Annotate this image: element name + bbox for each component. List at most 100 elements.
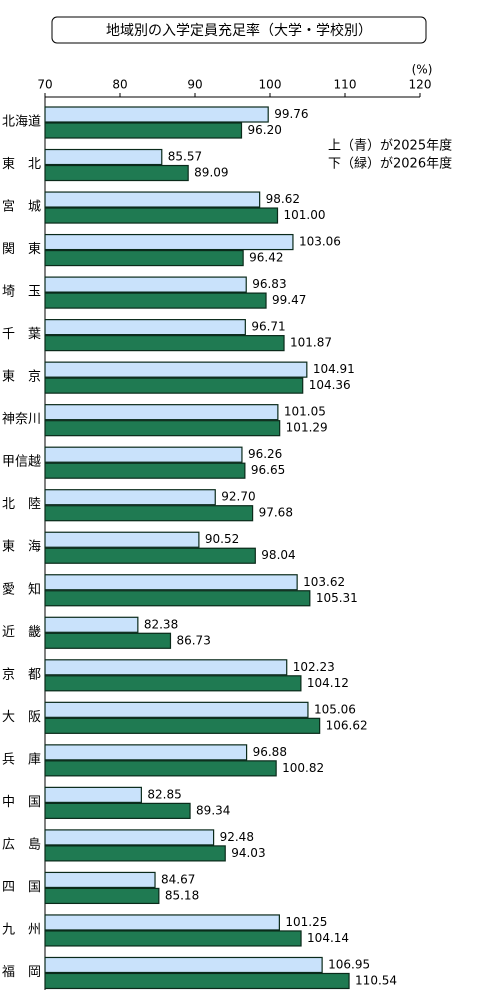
x-tick-label: 120 (409, 78, 432, 92)
value-label: 96.42 (249, 251, 283, 265)
value-label: 96.88 (253, 745, 287, 759)
y-tick-label: 東 海 (2, 539, 41, 555)
y-tick-label: 東 北 (2, 156, 41, 172)
bar (44, 717, 321, 734)
bar (44, 319, 246, 336)
value-label: 99.47 (272, 293, 306, 307)
y-tick-label: 広 島 (2, 837, 41, 852)
bar (44, 420, 281, 437)
value-label: 82.85 (147, 787, 181, 801)
y-tick-label: 宮 城 (2, 199, 41, 215)
bar (44, 377, 304, 394)
unit-label: (%) (412, 63, 433, 77)
value-label: 86.73 (176, 633, 210, 647)
value-label: 104.14 (307, 931, 349, 945)
value-label: 104.12 (307, 676, 349, 690)
value-label: 101.25 (285, 915, 327, 929)
y-tick-label: 兵 庫 (2, 752, 41, 767)
value-label: 96.20 (248, 123, 282, 137)
value-label: 104.36 (309, 378, 351, 392)
bar (44, 701, 309, 718)
value-label: 92.48 (220, 830, 254, 844)
bar (44, 744, 248, 761)
bar (44, 462, 246, 479)
bar (44, 207, 279, 224)
y-tick-label: 千 葉 (2, 327, 41, 342)
value-label: 98.04 (261, 548, 295, 562)
legend-entry: 下（緑）が2026年度 (328, 156, 452, 172)
value-label: 96.26 (248, 447, 282, 461)
value-label: 90.52 (205, 532, 239, 546)
value-label: 89.09 (194, 166, 228, 180)
bar (44, 191, 261, 208)
y-tick-label: 大 阪 (2, 710, 41, 725)
y-tick-label: 福 岡 (2, 965, 41, 980)
value-label: 84.67 (161, 872, 195, 886)
value-label: 101.00 (284, 208, 326, 222)
bar (44, 106, 269, 123)
bar (44, 972, 350, 990)
value-label: 102.23 (293, 660, 335, 674)
y-tick-label: 北 陸 (2, 496, 41, 512)
value-label: 82.38 (144, 617, 178, 631)
bar (44, 122, 243, 139)
bar (44, 675, 302, 692)
x-tick-label: 100 (259, 78, 282, 92)
value-label: 105.06 (314, 702, 356, 716)
value-label: 104.91 (313, 362, 355, 376)
value-label: 97.68 (259, 506, 293, 520)
bar (44, 887, 160, 905)
y-tick-label: 関 東 (2, 241, 41, 257)
bar (44, 547, 256, 564)
bar (44, 574, 298, 591)
bar (44, 760, 277, 777)
value-label: 98.62 (266, 192, 300, 206)
value-label: 99.76 (274, 107, 308, 121)
value-label: 101.87 (290, 336, 332, 350)
bar (44, 164, 189, 182)
y-tick-label: 東 京 (2, 369, 41, 385)
bar (44, 829, 215, 846)
bar (44, 956, 323, 974)
value-label: 103.06 (299, 235, 341, 249)
title-box (51, 16, 427, 44)
value-label: 96.83 (252, 277, 286, 291)
value-label: 105.31 (316, 591, 358, 605)
value-label: 106.62 (326, 718, 368, 732)
value-label: 110.54 (355, 973, 397, 987)
bar (44, 845, 226, 862)
bar (44, 590, 311, 607)
y-tick-label: 京 都 (2, 667, 41, 682)
y-tick-label: 愛 知 (2, 581, 41, 597)
bar (44, 802, 191, 819)
y-tick-label: 甲信越 (2, 455, 41, 470)
x-tick-label: 90 (187, 78, 202, 92)
bar (44, 616, 139, 633)
bar (44, 786, 142, 803)
value-label: 106.95 (328, 957, 370, 971)
value-label: 85.18 (165, 888, 199, 902)
bar (44, 233, 294, 251)
bar (44, 914, 280, 931)
x-tick-label: 70 (37, 78, 52, 92)
bar (44, 632, 172, 649)
bar (44, 276, 247, 293)
value-label: 94.03 (231, 846, 265, 860)
bar (44, 871, 156, 889)
x-tick-label: 80 (112, 78, 127, 92)
bar (44, 249, 244, 267)
bar (44, 930, 302, 947)
bar (44, 489, 216, 506)
y-tick-label: 近 畿 (2, 625, 41, 640)
bar (44, 531, 200, 548)
bar (44, 404, 279, 421)
value-label: 92.70 (221, 490, 255, 504)
y-tick-label: 北海道 (2, 115, 41, 130)
value-label: 100.82 (282, 761, 324, 775)
value-label: 96.71 (251, 320, 285, 334)
y-tick-label: 九 州 (2, 922, 41, 937)
bar (44, 292, 267, 309)
bar (44, 335, 285, 352)
y-tick-label: 四 国 (2, 880, 41, 895)
